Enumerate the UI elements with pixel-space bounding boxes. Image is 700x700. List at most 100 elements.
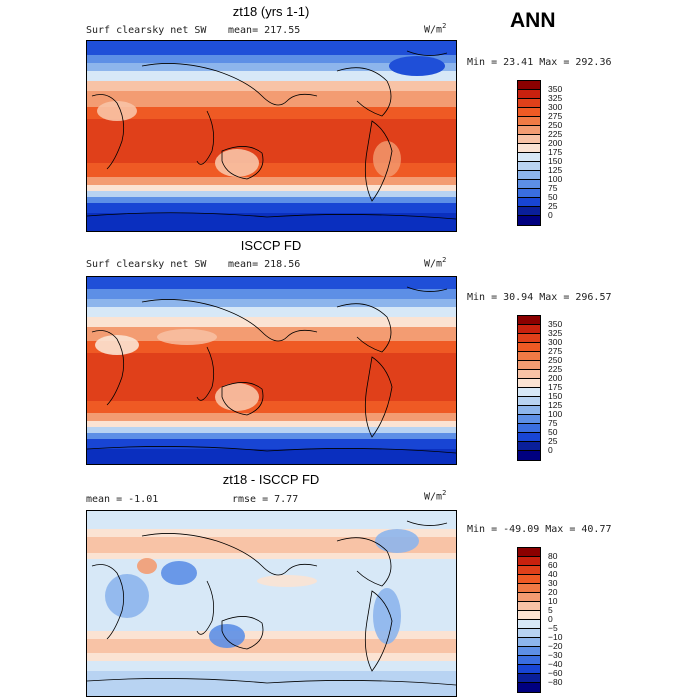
colorbar-tick: −80 — [548, 677, 563, 687]
panel-1-colorbar-bin — [518, 126, 540, 135]
panel-3-colorbar-bin — [518, 566, 540, 575]
colorbar-tick: −60 — [548, 668, 563, 678]
colorbar-tick: 350 — [548, 319, 563, 329]
panel-1-title: zt18 (yrs 1-1) — [232, 4, 310, 19]
panel-3-colorbar-bin — [518, 548, 540, 557]
panel-2-mean-label: mean= 218.56 — [228, 259, 301, 270]
panel-1-colorbar-bin — [518, 117, 540, 126]
panel-1-colorbar-bin — [518, 198, 540, 207]
panel-3-mean-label: mean = -1.01 — [86, 494, 159, 505]
colorbar-tick: 200 — [548, 138, 563, 148]
panel-1-colorbar-bin — [518, 108, 540, 117]
panel-2-colorbar-bin — [518, 370, 540, 379]
panel-1-colorbar-bin — [518, 81, 540, 90]
colorbar-tick: 20 — [548, 587, 558, 597]
panel-1-colorbar-bin — [518, 144, 540, 153]
colorbar-tick: 10 — [548, 596, 558, 606]
panel-1-colorbar-bin — [518, 180, 540, 189]
panel-2-minmax: Min = 30.94 Max = 296.57 — [467, 292, 612, 303]
panel-3-colorbar-bin — [518, 683, 540, 692]
colorbar-tick: 275 — [548, 346, 563, 356]
panel-1-colorbar-bin — [518, 216, 540, 225]
panel-1-colorbar-bin — [518, 153, 540, 162]
panel-1-colorbar-ticks: 350 325 300 275 250 225 200 175 150 125 … — [548, 80, 578, 230]
colorbar-tick: 175 — [548, 382, 563, 392]
panel-1-colorbar-bin — [518, 99, 540, 108]
colorbar-tick: 150 — [548, 391, 563, 401]
colorbar-tick: 250 — [548, 120, 563, 130]
colorbar-tick: 225 — [548, 364, 563, 374]
colorbar-tick: 75 — [548, 183, 558, 193]
panel-2-colorbar-bin — [518, 316, 540, 325]
panel-3-colorbar-bin — [518, 593, 540, 602]
colorbar-tick: 225 — [548, 129, 563, 139]
panel-2-contour-map — [87, 277, 456, 464]
panel-2-colorbar-bin — [518, 388, 540, 397]
panel-3-colorbar-bin — [518, 629, 540, 638]
panel-3-minmax: Min = -49.09 Max = 40.77 — [467, 524, 612, 535]
panel-2-colorbar-bin — [518, 451, 540, 460]
panel-3-colorbar-bin — [518, 575, 540, 584]
panel-2-colorbar-bin — [518, 352, 540, 361]
panel-3-colorbar-bin — [518, 647, 540, 656]
panel-2-colorbar-bin — [518, 379, 540, 388]
colorbar-tick: 200 — [548, 373, 563, 383]
panel-1-colorbar-bin — [518, 162, 540, 171]
panel-3-colorbar-bin — [518, 584, 540, 593]
colorbar-tick: 40 — [548, 569, 558, 579]
colorbar-tick: 50 — [548, 427, 558, 437]
panel-1-units: W/m2 — [424, 22, 447, 36]
colorbar-tick: 60 — [548, 560, 558, 570]
colorbar-tick: −5 — [548, 623, 558, 633]
panel-3-colorbar-bin — [518, 674, 540, 683]
panel-2-colorbar-bin — [518, 415, 540, 424]
panel-1-colorbar-bin — [518, 90, 540, 99]
panel-3-contour-map — [87, 511, 456, 696]
colorbar-tick: 250 — [548, 355, 563, 365]
panel-2-colorbar-bin — [518, 334, 540, 343]
panel-2-colorbar-ticks: 350 325 300 275 250 225 200 175 150 125 … — [548, 315, 578, 465]
colorbar-tick: 175 — [548, 147, 563, 157]
panel-2-title: ISCCP FD — [240, 238, 302, 253]
colorbar-tick: −20 — [548, 641, 563, 651]
colorbar-tick: 100 — [548, 174, 563, 184]
panel-2-colorbar-bin — [518, 397, 540, 406]
panel-3-colorbar-ticks: 80 60 40 30 20 10 5 0 −5 −10 −20 −30 −40… — [548, 547, 578, 697]
colorbar-tick: 50 — [548, 192, 558, 202]
colorbar-tick: 0 — [548, 210, 553, 220]
panel-2-colorbar-bin — [518, 406, 540, 415]
colorbar-tick: 350 — [548, 84, 563, 94]
panel-1-minmax: Min = 23.41 Max = 292.36 — [467, 57, 612, 68]
colorbar-tick: 0 — [548, 445, 553, 455]
colorbar-tick: 30 — [548, 578, 558, 588]
colorbar-tick: 275 — [548, 111, 563, 121]
panel-3-colorbar — [517, 547, 541, 693]
panel-2-units: W/m2 — [424, 256, 447, 270]
colorbar-tick: −40 — [548, 659, 563, 669]
panel-3-units: W/m2 — [424, 489, 447, 503]
panel-2-colorbar-bin — [518, 325, 540, 334]
panel-2-colorbar-bin — [518, 433, 540, 442]
panel-3-colorbar-bin — [518, 611, 540, 620]
colorbar-tick: 0 — [548, 614, 553, 624]
colorbar-tick: 325 — [548, 328, 563, 338]
panel-3-colorbar-bin — [518, 638, 540, 647]
colorbar-tick: 25 — [548, 201, 558, 211]
panel-1-mean-label: mean= 217.55 — [228, 25, 301, 36]
season-label: ANN — [510, 9, 556, 32]
panel-3-colorbar-bin — [518, 656, 540, 665]
panel-1-colorbar-bin — [518, 135, 540, 144]
colorbar-tick: −30 — [548, 650, 563, 660]
panel-3-colorbar-bin — [518, 665, 540, 674]
colorbar-tick: 300 — [548, 337, 563, 347]
colorbar-tick: 300 — [548, 102, 563, 112]
colorbar-tick: −10 — [548, 632, 563, 642]
panel-2-colorbar-bin — [518, 343, 540, 352]
panel-3-colorbar-bin — [518, 620, 540, 629]
panel-1-map — [86, 40, 457, 232]
panel-3-map — [86, 510, 457, 697]
colorbar-tick: 25 — [548, 436, 558, 446]
panel-1-colorbar-bin — [518, 171, 540, 180]
panel-1-colorbar-bin — [518, 189, 540, 198]
panel-2-map — [86, 276, 457, 465]
